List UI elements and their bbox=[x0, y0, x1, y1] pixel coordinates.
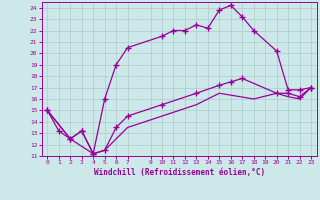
X-axis label: Windchill (Refroidissement éolien,°C): Windchill (Refroidissement éolien,°C) bbox=[94, 168, 265, 177]
